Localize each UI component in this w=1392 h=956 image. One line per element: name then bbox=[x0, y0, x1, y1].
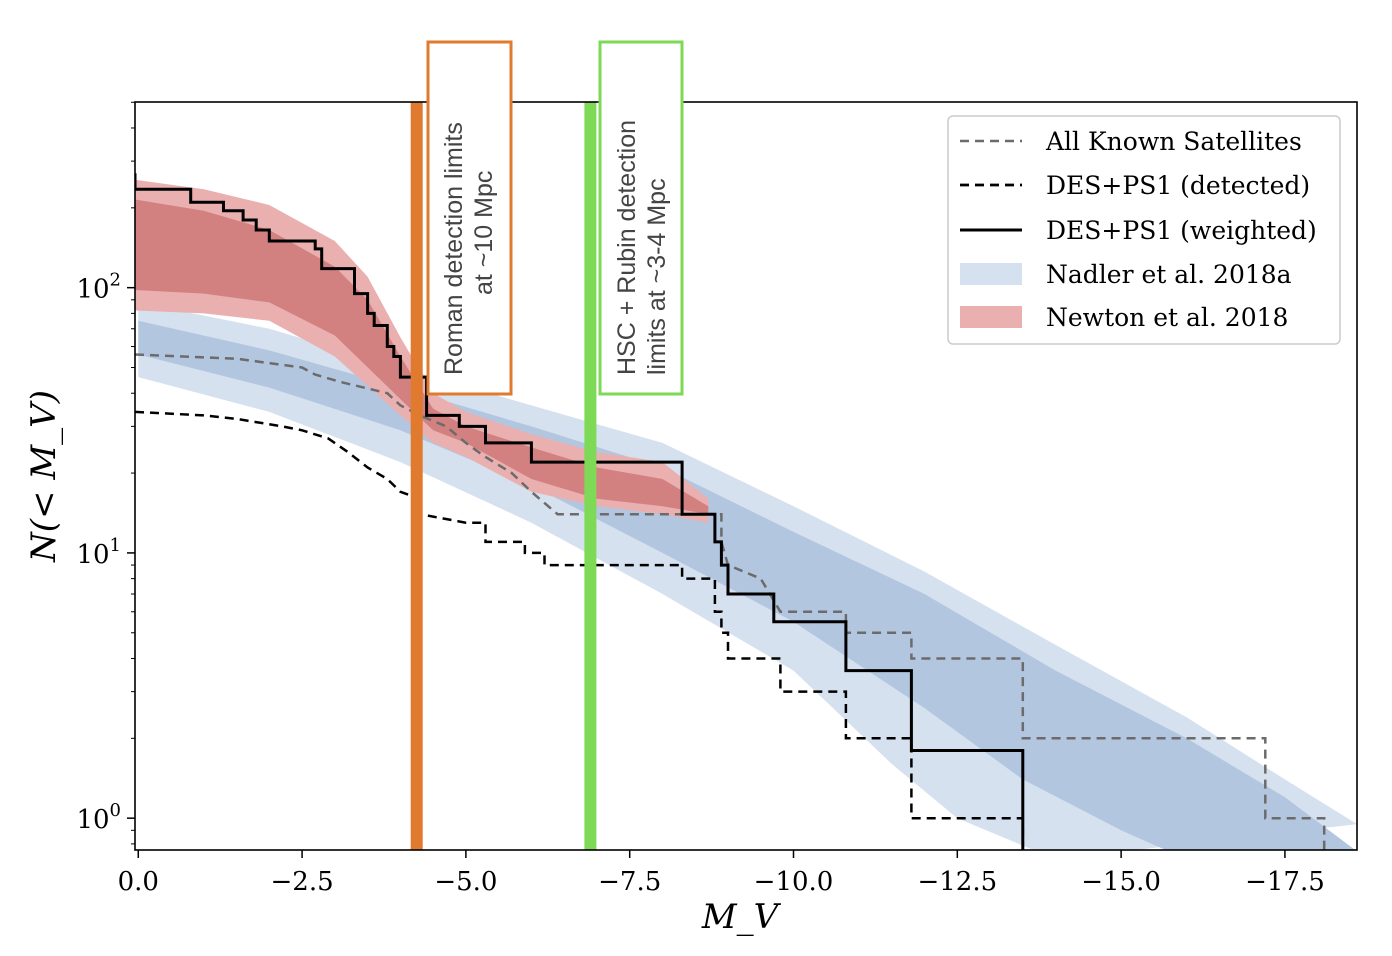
band-nadler-inner bbox=[138, 320, 1356, 850]
y-tick-exponent: 1 bbox=[110, 535, 121, 556]
x-tick-label: −7.5 bbox=[598, 867, 661, 897]
legend-swatch-newton bbox=[960, 306, 1022, 328]
y-tick-exponent: 2 bbox=[110, 270, 121, 291]
x-axis-title-text: M_V bbox=[701, 897, 782, 937]
line-des-detected bbox=[135, 410, 1025, 850]
y-tick-exponent: 0 bbox=[110, 800, 121, 821]
x-axis-title: M_V bbox=[701, 897, 782, 937]
hsc-annotation-box bbox=[598, 40, 684, 396]
roman-annotation-line-2: at ~10 Mpc bbox=[470, 171, 498, 295]
x-tick-label: −17.5 bbox=[1245, 867, 1325, 897]
y-tick-label: 100 bbox=[76, 800, 121, 835]
y-tick-label: 101 bbox=[76, 535, 121, 570]
ticks-layer: 0.0 −2.5 −5.0 −7.5 −10.0 −12.5 −15.0 −17.510210… bbox=[76, 101, 1325, 897]
vline-roman bbox=[410, 102, 423, 851]
line-all-known bbox=[135, 353, 1326, 850]
y-tick-base: 10 bbox=[76, 540, 109, 570]
hsc-annotation-line-2: limits at ~3-4 Mpc bbox=[643, 178, 671, 375]
band-newton-inner bbox=[135, 199, 709, 515]
plot-frame bbox=[134, 101, 1358, 851]
y-tick-base: 10 bbox=[76, 805, 109, 835]
x-tick-label: −2.5 bbox=[271, 867, 334, 897]
y-axis-title: N(< M_V) bbox=[24, 390, 64, 563]
legend-label-nadler: Nadler et al. 2018a bbox=[1046, 260, 1292, 289]
y-tick-base: 10 bbox=[76, 275, 109, 305]
legend-label-des-weighted: DES+PS1 (weighted) bbox=[1046, 216, 1317, 245]
hsc-annotation-line-1: HSC + Rubin detection bbox=[613, 120, 641, 375]
legend-swatch-nadler bbox=[960, 263, 1022, 285]
roman-annotation-box bbox=[426, 40, 513, 396]
y-tick-label: 102 bbox=[76, 270, 121, 305]
line-des-weighted bbox=[135, 173, 1025, 850]
x-tick-label: −12.5 bbox=[917, 867, 997, 897]
legend-label-des-detected: DES+PS1 (detected) bbox=[1046, 171, 1310, 200]
x-tick-label: −10.0 bbox=[754, 867, 834, 897]
legend: All Known Satellites DES+PS1 (detected) … bbox=[947, 115, 1341, 345]
roman-annotation-line-1: Roman detection limits bbox=[440, 122, 468, 375]
x-tick-label: −15.0 bbox=[1081, 867, 1161, 897]
x-tick-label: 0.0 bbox=[118, 867, 159, 897]
legend-label-newton: Newton et al. 2018 bbox=[1046, 303, 1288, 332]
hsc-annotation: HSC + Rubin detection limits at ~3-4 Mpc bbox=[598, 40, 684, 396]
roman-annotation: Roman detection limits at ~10 Mpc bbox=[426, 40, 513, 396]
legend-box bbox=[947, 115, 1341, 345]
vline-hsc bbox=[584, 102, 597, 851]
lines-layer bbox=[135, 173, 1326, 850]
bands-layer bbox=[135, 179, 1357, 850]
vlines-layer bbox=[410, 102, 597, 851]
x-tick-label: −5.0 bbox=[434, 867, 497, 897]
legend-label-all-known: All Known Satellites bbox=[1045, 127, 1302, 156]
